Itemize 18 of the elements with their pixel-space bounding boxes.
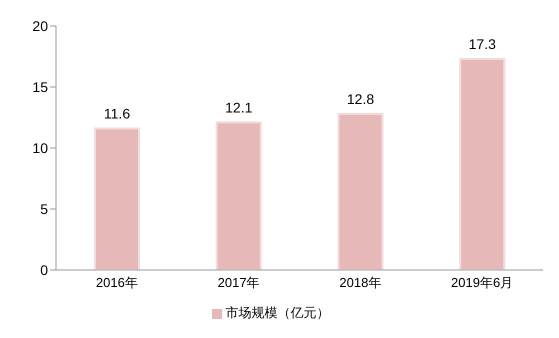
bar xyxy=(216,121,262,270)
legend-label: 市场规模（亿元） xyxy=(226,305,330,320)
data-label: 17.3 xyxy=(468,36,496,52)
y-tick-label: 10 xyxy=(32,140,48,156)
y-tick-label: 20 xyxy=(32,18,48,34)
x-tick-label: 2019年6月 xyxy=(451,275,514,290)
bar xyxy=(338,112,384,270)
y-tick-label: 5 xyxy=(40,200,48,217)
data-label: 12.8 xyxy=(346,90,374,107)
y-tick-label: 0 xyxy=(40,262,48,278)
x-tick-label: 2018年 xyxy=(339,275,382,290)
y-tick-label: 15 xyxy=(32,78,48,95)
data-label: 12.1 xyxy=(225,99,253,116)
data-label: 11.6 xyxy=(104,105,130,122)
x-tick-label: 2016年 xyxy=(96,275,138,290)
bar xyxy=(459,58,506,270)
x-tick-label: 2017年 xyxy=(218,275,260,290)
bar xyxy=(94,127,140,270)
